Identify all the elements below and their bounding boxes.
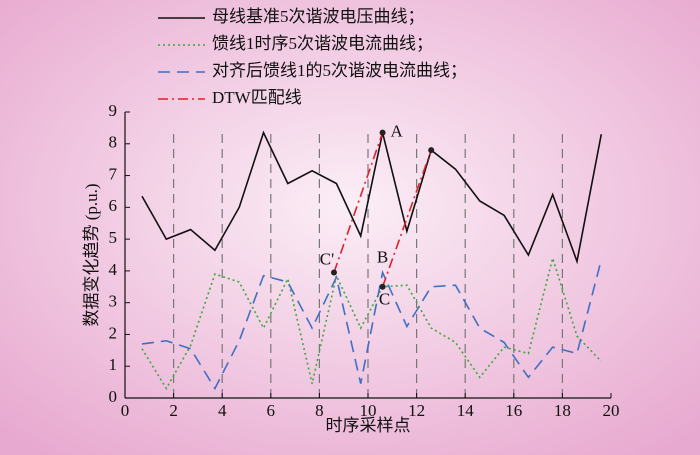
y-axis-label: 数据变化趋势 (p.u.) bbox=[82, 183, 101, 326]
legend-label: DTW匹配线 bbox=[212, 88, 302, 107]
point-marker bbox=[330, 269, 337, 276]
x-axis-label: 时序采样点 bbox=[326, 416, 411, 435]
x-tick-label: 0 bbox=[121, 401, 130, 420]
y-tick-label: 1 bbox=[109, 355, 118, 374]
annotation: A bbox=[390, 122, 403, 141]
x-tick-label: 8 bbox=[315, 401, 324, 420]
y-tick-label: 4 bbox=[109, 260, 118, 279]
y-tick-label: 2 bbox=[109, 323, 118, 342]
annotation: C bbox=[379, 290, 390, 309]
x-tick-label: 2 bbox=[169, 401, 178, 420]
annotation: B bbox=[377, 247, 388, 266]
y-tick-label: 7 bbox=[109, 164, 118, 183]
x-tick-label: 6 bbox=[267, 401, 276, 420]
x-tick-label: 16 bbox=[505, 401, 522, 420]
x-tick-label: 14 bbox=[457, 401, 475, 420]
y-tick-label: 5 bbox=[109, 228, 118, 247]
series-line bbox=[141, 259, 603, 391]
x-tick-label: 10 bbox=[360, 401, 377, 420]
legend-label: 对齐后馈线1的5次谐波电流曲线； bbox=[212, 61, 467, 80]
point-marker bbox=[379, 283, 386, 290]
point-marker bbox=[379, 129, 386, 136]
y-tick-label: 9 bbox=[109, 101, 118, 120]
x-tick-label: 20 bbox=[603, 401, 620, 420]
legend-label: 母线基准5次谐波电压曲线； bbox=[212, 7, 425, 26]
point-marker bbox=[428, 147, 435, 154]
series-line bbox=[141, 130, 603, 265]
y-tick-label: 0 bbox=[109, 387, 118, 406]
y-tick-label: 3 bbox=[109, 292, 118, 311]
x-tick-label: 12 bbox=[408, 401, 425, 420]
legend-label: 馈线1时序5次谐波电流曲线； bbox=[212, 34, 433, 53]
x-tick-label: 18 bbox=[554, 401, 571, 420]
annotation: C' bbox=[320, 249, 334, 268]
y-tick-label: 6 bbox=[109, 196, 118, 215]
series-line bbox=[141, 255, 602, 391]
x-tick-label: 4 bbox=[218, 401, 227, 420]
y-tick-label: 8 bbox=[109, 133, 118, 152]
series-line bbox=[333, 132, 432, 288]
